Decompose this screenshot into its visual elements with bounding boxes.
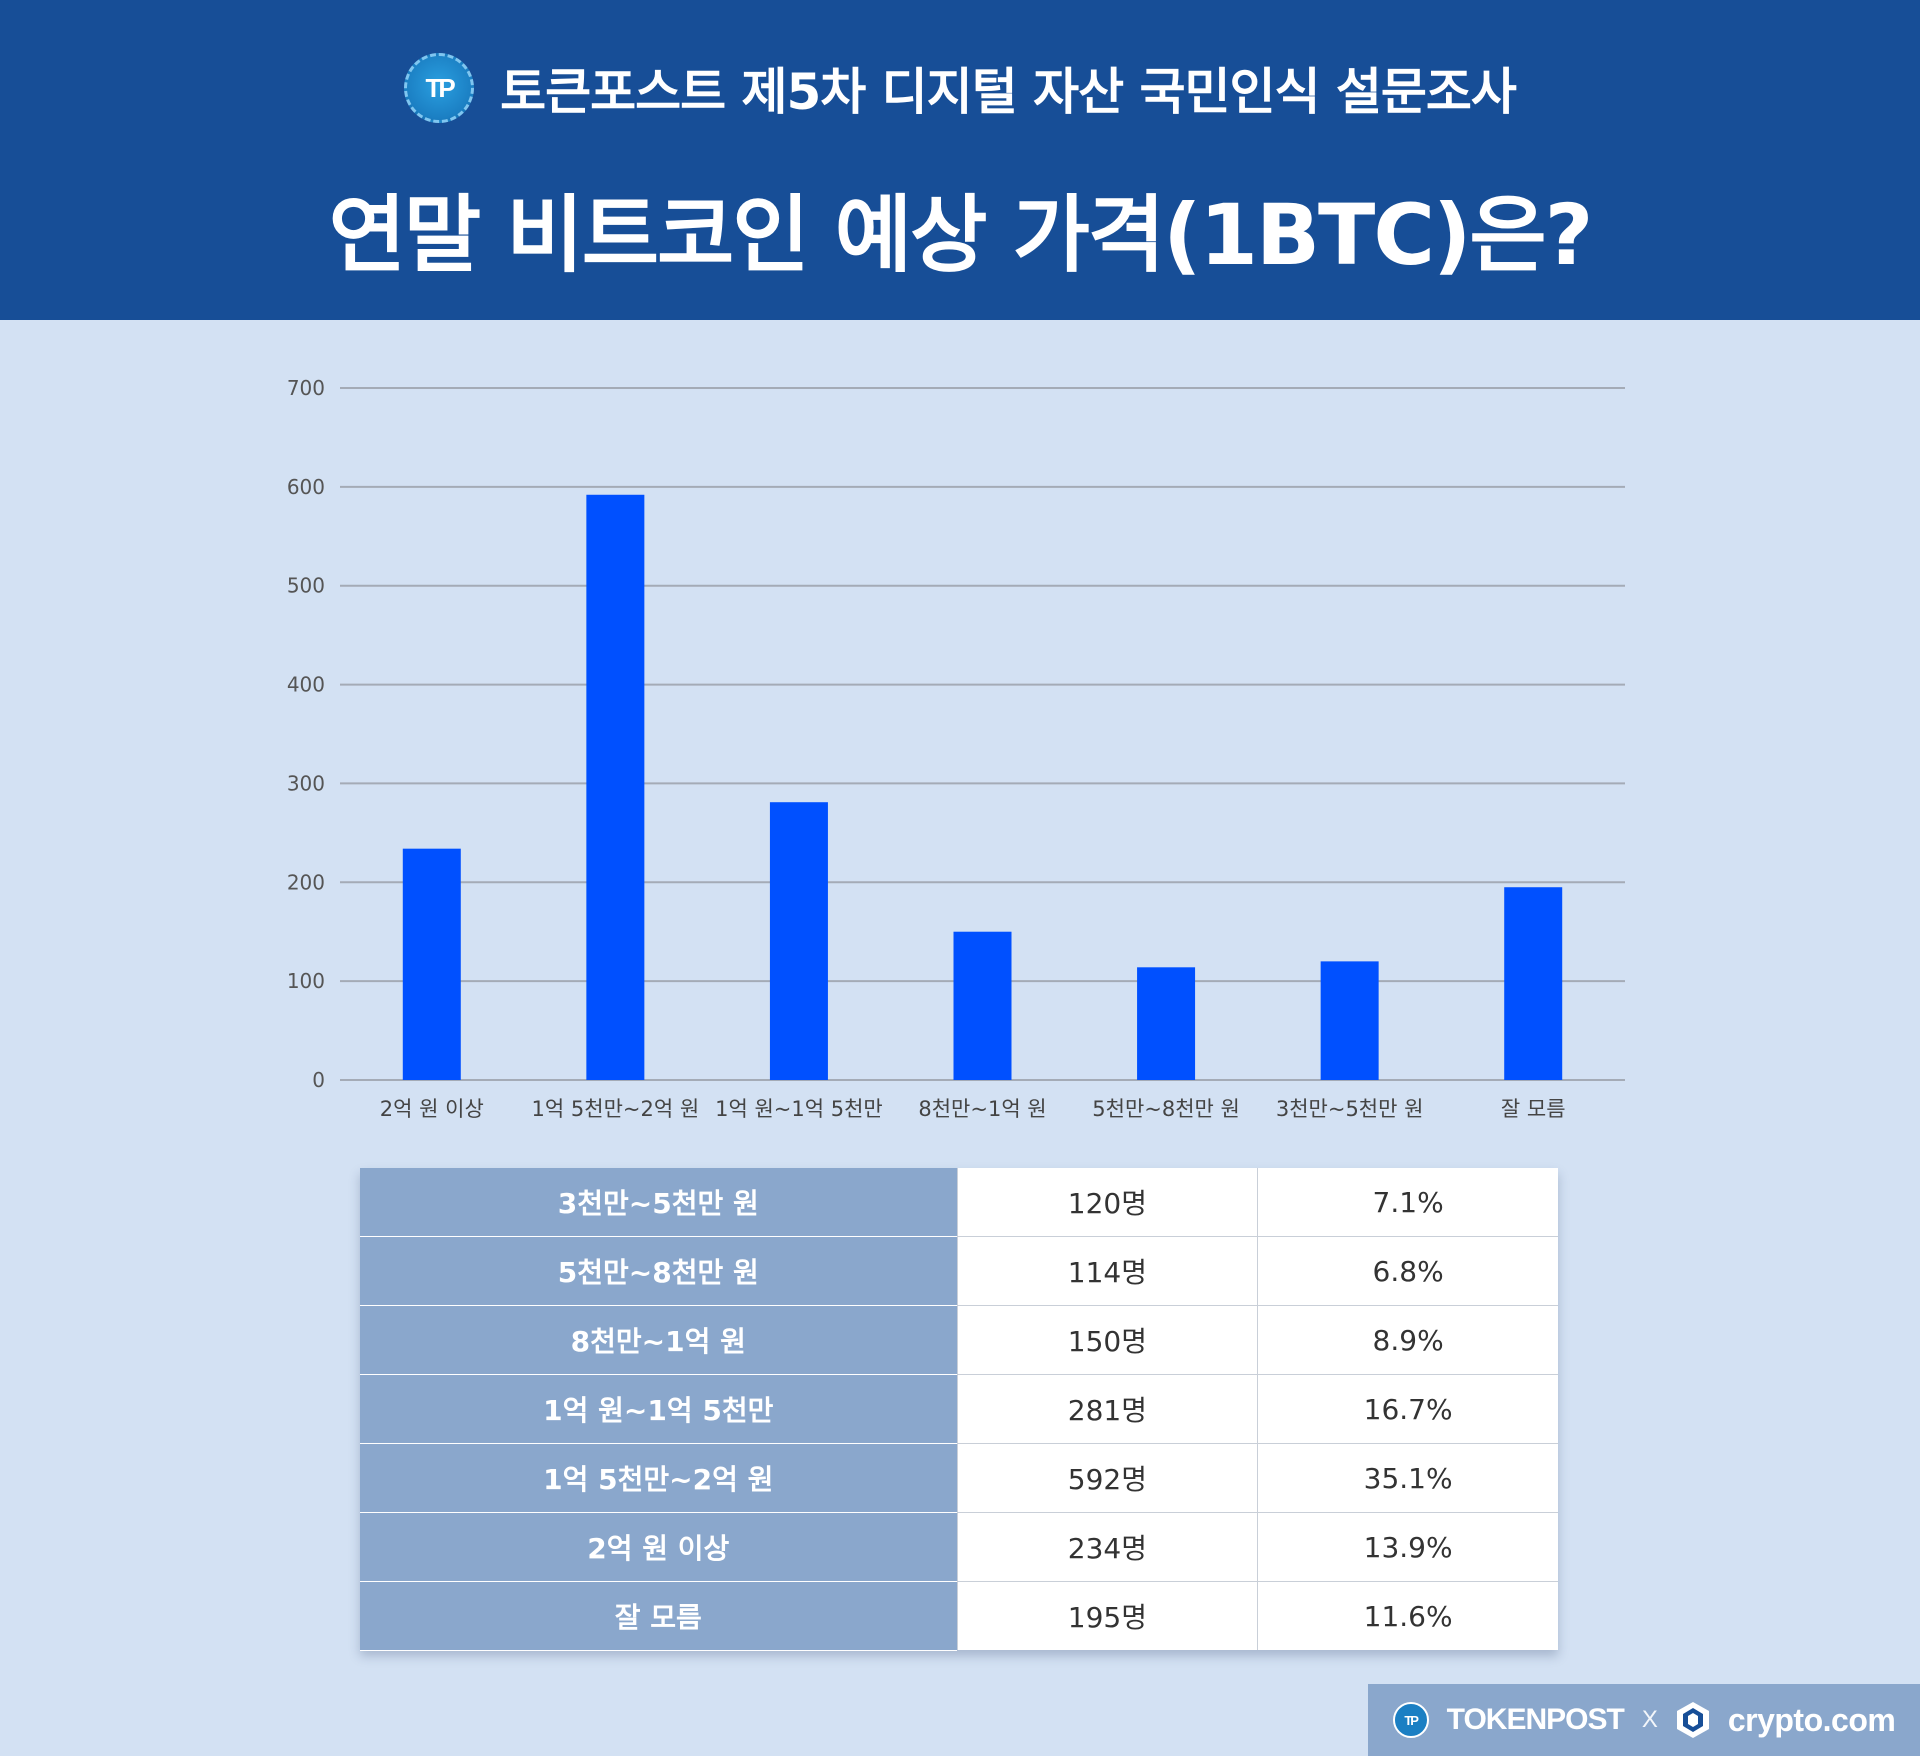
- subtitle-row: TP 토큰포스트 제5차 디지털 자산 국민인식 설문조사: [0, 52, 1920, 124]
- x-tick-label: 8천만~1억 원: [918, 1097, 1046, 1121]
- row-label-cell: 1억 원~1억 5천만: [360, 1375, 957, 1444]
- x-tick-label: 1억 원~1억 5천만: [715, 1097, 883, 1121]
- row-label-cell: 1억 5천만~2억 원: [360, 1444, 957, 1513]
- footer-logo-text: TP: [1404, 1712, 1419, 1728]
- table-row: 잘 모름 195명 11.6%: [360, 1582, 1558, 1651]
- tokenpost-small-logo-icon: TP: [1392, 1702, 1429, 1738]
- row-percent-cell: 8.9%: [1257, 1306, 1558, 1374]
- footer-brands: TP TOKENPOST X crypto.com: [1368, 1684, 1920, 1756]
- bar: [1320, 961, 1379, 1080]
- tokenpost-brand: TOKENPOST: [1446, 1703, 1625, 1736]
- logo-text: TP: [425, 72, 455, 103]
- row-percent-cell: 16.7%: [1257, 1375, 1558, 1443]
- y-tick-label: 0: [312, 1068, 325, 1092]
- row-count-cell: 195명: [956, 1582, 1258, 1650]
- row-count-cell: 150명: [956, 1306, 1258, 1374]
- page-title: 연말 비트코인 예상 가격(1BTC)은?: [328, 186, 1594, 284]
- y-tick-label: 100: [287, 969, 325, 993]
- x-tick-label: 잘 모름: [1501, 1097, 1566, 1121]
- row-label-cell: 5천만~8천만 원: [360, 1237, 957, 1306]
- survey-subtitle: 토큰포스트 제5차 디지털 자산 국민인식 설문조사: [500, 63, 1517, 121]
- table-row: 1억 5천만~2억 원 592명 35.1%: [360, 1444, 1558, 1513]
- y-tick-label: 400: [287, 673, 325, 697]
- y-tick-label: 700: [287, 376, 325, 400]
- row-percent-cell: 6.8%: [1257, 1237, 1558, 1305]
- x-tick-label: 2억 원 이상: [380, 1097, 484, 1121]
- bar: [586, 494, 645, 1080]
- row-count-cell: 114명: [956, 1237, 1258, 1305]
- results-table: 3천만~5천만 원 120명 7.1% 5천만~8천만 원 114명 6.8% 8천만~1억…: [360, 1168, 1558, 1651]
- row-label-cell: 잘 모름: [360, 1582, 957, 1651]
- row-count-cell: 592명: [956, 1444, 1258, 1512]
- header-banner: TP 토큰포스트 제5차 디지털 자산 국민인식 설문조사 연말 비트코인 예상…: [0, 0, 1920, 320]
- row-percent-cell: 35.1%: [1257, 1444, 1558, 1512]
- table-row: 3천만~5천만 원 120명 7.1%: [360, 1168, 1558, 1237]
- crypto-com-shield-icon: [1676, 1702, 1709, 1738]
- y-tick-label: 300: [287, 771, 325, 795]
- bar: [769, 802, 828, 1080]
- bar: [402, 848, 461, 1080]
- row-count-cell: 281명: [956, 1375, 1258, 1443]
- table-row: 1억 원~1억 5천만 281명 16.7%: [360, 1375, 1558, 1444]
- x-tick-label: 5천만~8천만 원: [1092, 1097, 1240, 1121]
- y-tick-label: 600: [287, 475, 325, 499]
- crypto-com-brand: crypto.com: [1727, 1701, 1896, 1738]
- bar: [953, 931, 1012, 1080]
- row-percent-cell: 7.1%: [1257, 1168, 1558, 1236]
- bar: [1504, 887, 1563, 1080]
- x-tick-label: 1억 5천만~2억 원: [532, 1097, 700, 1121]
- row-percent-cell: 13.9%: [1257, 1513, 1558, 1581]
- row-percent-cell: 11.6%: [1257, 1582, 1558, 1650]
- table-row: 2억 원 이상 234명 13.9%: [360, 1513, 1558, 1582]
- x-tick-label: 3천만~5천만 원: [1276, 1097, 1424, 1121]
- row-count-cell: 234명: [956, 1513, 1258, 1581]
- bar: [1137, 967, 1196, 1080]
- y-tick-label: 500: [287, 574, 325, 598]
- y-tick-label: 200: [287, 870, 325, 894]
- row-label-cell: 2억 원 이상: [360, 1513, 957, 1582]
- bar-chart: 0 100 200 300 400 500 600 700 2억 원 이상 1억 5천만~2억 원…: [287, 376, 1625, 1121]
- row-label-cell: 8천만~1억 원: [360, 1306, 957, 1375]
- tokenpost-logo-icon: TP: [404, 53, 475, 123]
- row-label-cell: 3천만~5천만 원: [360, 1168, 957, 1237]
- table-row: 8천만~1억 원 150명 8.9%: [360, 1306, 1558, 1375]
- table-row: 5천만~8천만 원 114명 6.8%: [360, 1237, 1558, 1306]
- row-count-cell: 120명: [956, 1168, 1258, 1236]
- brand-separator: X: [1641, 1706, 1658, 1733]
